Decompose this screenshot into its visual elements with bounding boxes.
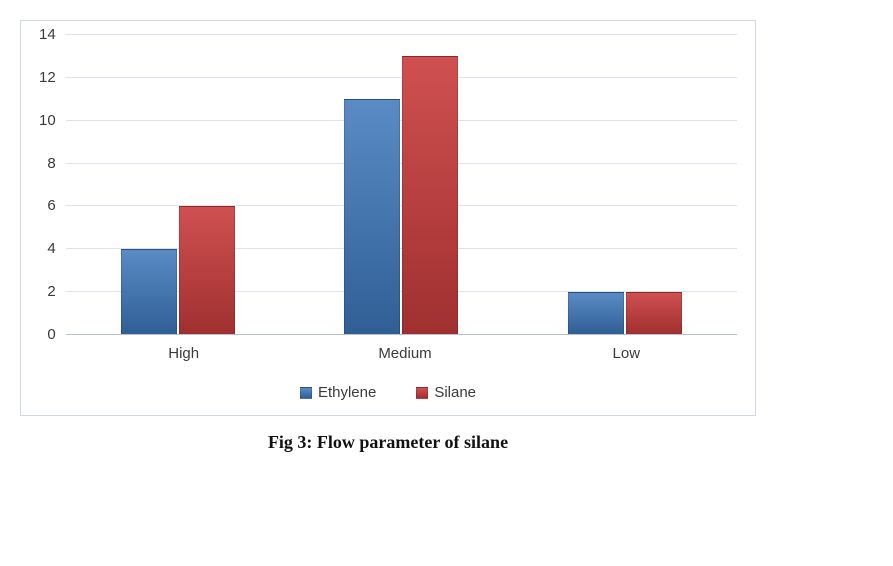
bars-layer xyxy=(66,35,737,335)
plot xyxy=(66,35,737,335)
legend: Ethylene Silane xyxy=(39,384,737,401)
bar xyxy=(344,99,400,335)
bar xyxy=(626,292,682,335)
x-tick-label: Low xyxy=(516,345,737,362)
legend-item: Ethylene xyxy=(300,384,376,401)
y-axis: 14121086420 xyxy=(39,35,66,335)
bar-group xyxy=(289,56,513,335)
legend-label: Silane xyxy=(434,384,476,401)
legend-label: Ethylene xyxy=(318,384,376,401)
bar xyxy=(121,249,177,335)
plot-area: 14121086420 xyxy=(39,35,737,335)
bar xyxy=(179,206,235,335)
legend-swatch xyxy=(300,387,312,399)
bar-group xyxy=(513,292,737,335)
x-tick-label: Medium xyxy=(294,345,515,362)
legend-swatch xyxy=(416,387,428,399)
legend-item: Silane xyxy=(416,384,476,401)
x-tick-label: High xyxy=(73,345,294,362)
bar xyxy=(568,292,624,335)
bar-group xyxy=(66,206,290,335)
bar xyxy=(402,56,458,335)
x-axis-baseline xyxy=(66,334,737,335)
chart-caption: Fig 3: Flow parameter of silane xyxy=(20,432,756,453)
x-axis: HighMediumLow xyxy=(73,345,737,362)
chart-frame: 14121086420 HighMediumLow Ethylene Silane xyxy=(20,20,756,416)
